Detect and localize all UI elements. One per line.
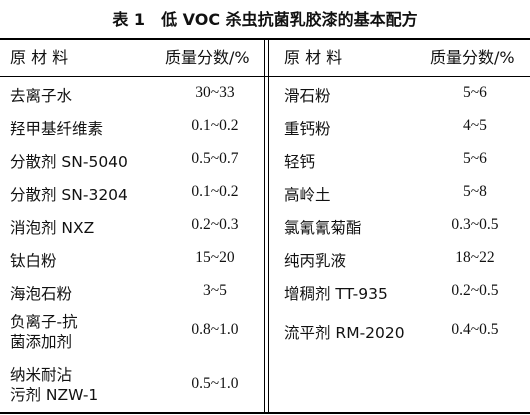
left-fraction-9: 0.5~1.0: [191, 375, 239, 392]
left-material-8-line2: 菌添加剂: [10, 333, 73, 351]
right-fraction-2: 4~5: [463, 117, 487, 134]
right-fraction-5: 0.3~0.5: [451, 216, 499, 233]
left-material-9-line2: 污剂 NZW-1: [10, 386, 99, 404]
left-material-9-line1: 纳米耐沾: [10, 366, 73, 384]
left-fraction-2: 0.1~0.2: [191, 117, 239, 134]
right-material-3: 轻钙: [284, 153, 316, 171]
left-material-4: 分散剂 SN-3204: [10, 186, 128, 204]
left-fraction-8: 0.8~1.0: [191, 321, 239, 338]
left-material-7: 海泡石粉: [10, 285, 73, 303]
right-fraction-1: 5~6: [463, 84, 487, 101]
column-divider-left: [264, 39, 265, 412]
left-material-9: 纳米耐沾 污剂 NZW-1: [10, 365, 98, 405]
right-fraction-8: 0.4~0.5: [451, 321, 499, 338]
left-fraction-1: 30~33: [195, 84, 235, 101]
right-fraction-3: 5~6: [463, 150, 487, 167]
header-rule: [0, 76, 530, 77]
header-fraction-left: 质量分数/%: [165, 48, 250, 67]
right-material-5: 氯氰氰菊酯: [284, 219, 362, 237]
right-material-1: 滑石粉: [284, 87, 331, 105]
right-fraction-4: 5~8: [463, 183, 487, 200]
header-fraction-right: 质量分数/%: [430, 48, 515, 67]
right-material-2: 重钙粉: [284, 120, 331, 138]
right-fraction-7: 0.2~0.5: [451, 282, 499, 299]
column-divider-right: [268, 39, 269, 412]
left-material-6: 钛白粉: [10, 252, 57, 270]
right-material-4: 高岭土: [284, 186, 331, 204]
left-material-8-line1: 负离子-抗: [10, 313, 78, 331]
left-fraction-3: 0.5~0.7: [191, 150, 239, 167]
left-material-3: 分散剂 SN-5040: [10, 153, 128, 171]
left-material-2: 羟甲基纤维素: [10, 120, 104, 138]
table-caption: 低 VOC 杀虫抗菌乳胶漆的基本配方: [161, 10, 418, 29]
left-material-1: 去离子水: [10, 87, 73, 105]
right-material-7: 增稠剂 TT-935: [284, 285, 388, 303]
table-number: 表 1: [112, 10, 146, 29]
left-fraction-7: 3~5: [203, 282, 227, 299]
left-material-8: 负离子-抗 菌添加剂: [10, 312, 78, 352]
left-material-5: 消泡剂 NXZ: [10, 219, 95, 237]
left-fraction-6: 15~20: [195, 249, 235, 266]
header-material-left: 原 材 料: [10, 48, 69, 67]
left-fraction-5: 0.2~0.3: [191, 216, 239, 233]
header-material-right: 原 材 料: [284, 48, 343, 67]
bottom-rule: [0, 412, 530, 414]
left-fraction-4: 0.1~0.2: [191, 183, 239, 200]
table-title: 表 1 低 VOC 杀虫抗菌乳胶漆的基本配方: [0, 6, 530, 34]
right-material-8: 流平剂 RM-2020: [284, 324, 405, 342]
top-rule: [0, 38, 530, 40]
right-material-6: 纯丙乳液: [284, 252, 347, 270]
right-fraction-6: 18~22: [455, 249, 495, 266]
